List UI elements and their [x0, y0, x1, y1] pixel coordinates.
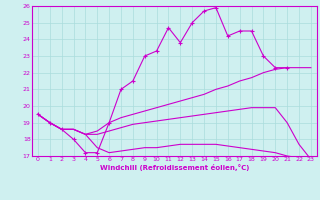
- X-axis label: Windchill (Refroidissement éolien,°C): Windchill (Refroidissement éolien,°C): [100, 164, 249, 171]
